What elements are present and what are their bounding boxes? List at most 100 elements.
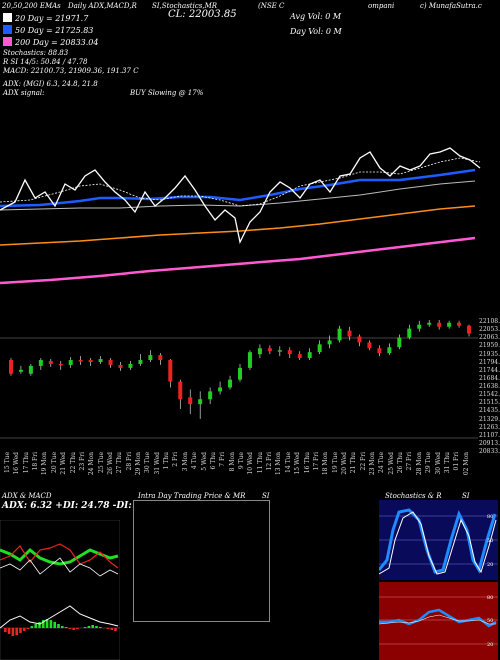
adx-panel-bg — [0, 520, 120, 660]
price-axis-label: 21263.55 — [479, 423, 500, 431]
stoch-value: Stochastics: 88.83 — [3, 49, 69, 57]
candle-down — [178, 381, 183, 400]
candle-up — [38, 360, 43, 366]
date-axis-label: 24 Mon — [88, 452, 96, 476]
date-axis-label: 19 Mon — [41, 452, 49, 476]
macd-bar — [95, 626, 98, 628]
candle-down — [8, 360, 13, 374]
candle-up — [28, 365, 33, 374]
macd-bar — [4, 628, 7, 632]
price-axis-label: 22063.1 — [479, 334, 500, 342]
macd-bar — [72, 628, 75, 630]
macd-bar — [11, 628, 15, 636]
candle-down — [48, 361, 53, 364]
stoch-k-line — [379, 508, 497, 574]
macd-value: MACD: 22100.73, 21909.36, 191.37 C — [3, 67, 139, 75]
date-axis-label: 15 Tue — [4, 452, 11, 473]
date-axis-label: 23 Fri — [78, 452, 86, 471]
macd-bar — [23, 628, 26, 631]
date-axis-label: 1 Thu — [163, 452, 171, 470]
date-axis-label: 30 Tue — [144, 452, 152, 473]
date-axis-label: 14 Tue — [284, 452, 292, 473]
candle-down — [367, 342, 372, 349]
ema50-label: 50 Day = 21725.83 — [15, 26, 94, 35]
date-axis-label: 26 Thu — [397, 452, 405, 474]
mr-title: Intra Day Trading Price & MR — [138, 492, 246, 500]
price-axis-label: 21935.95 — [479, 350, 500, 358]
candle-down — [357, 336, 362, 343]
candle-down — [297, 354, 302, 359]
macd-bar — [114, 628, 117, 631]
candle-down — [58, 363, 63, 366]
candle-up — [407, 328, 412, 338]
candle-down — [267, 348, 272, 352]
candle-up — [427, 322, 432, 325]
ema200-line — [0, 236, 476, 285]
date-axis-label: 11 Thu — [256, 452, 264, 474]
price-axis-label: 21542.9 — [479, 391, 500, 399]
macd-bar — [110, 628, 113, 630]
candle-up — [198, 399, 203, 405]
ema50-line — [0, 168, 476, 208]
date-axis-label: 25 Tue — [97, 452, 105, 473]
date-axis-label: 3 Mon — [181, 452, 189, 472]
candle-up — [68, 360, 73, 365]
date-axis-label: 23 Mon — [369, 452, 377, 476]
date-axis-label: 16 Wed — [13, 452, 21, 475]
date-axis-label: 2 Fri — [172, 452, 180, 467]
date-axis-label: 19 Tue — [331, 452, 339, 473]
candle-down — [108, 360, 113, 365]
legend-ema50: 50 Day = 21725.83 — [3, 25, 93, 35]
macd-bar — [49, 620, 53, 628]
stoch-d-line — [379, 511, 497, 575]
header-close: CL: 22003.85 — [168, 9, 237, 20]
candle-up — [128, 363, 133, 368]
date-axis-label: 12 Fri — [266, 452, 274, 471]
macd-bar — [83, 627, 87, 628]
macd-bar — [61, 626, 64, 628]
price-axis-label: 22108.25 — [479, 318, 500, 325]
date-axis-label: 30 Wed — [434, 452, 442, 475]
candle-down — [377, 348, 382, 354]
candle-up — [208, 391, 213, 400]
candle-up — [148, 355, 153, 361]
header-companies: ompani — [368, 2, 395, 10]
date-axis-label: 10 Wed — [247, 452, 255, 475]
macd-bar — [57, 624, 60, 628]
price-axis-label: 22053.15 — [479, 326, 500, 334]
candle-down — [168, 360, 173, 382]
candle-up — [327, 340, 332, 345]
price-axis-label: 21638.28 — [479, 383, 500, 390]
price-axis-label: 20833.5 — [479, 448, 500, 455]
macd-bar — [106, 628, 110, 629]
candle-down — [88, 360, 93, 362]
rsi-level-80: 80 — [487, 595, 493, 601]
stoch-level-20: 20 — [487, 562, 493, 568]
date-axis-label: 28 Fri — [125, 452, 133, 471]
stoch-title: Stochastics & R — [385, 492, 442, 500]
date-axis-label: 13 Mon — [275, 452, 283, 476]
legend-ema200: 200 Day = 20833.04 — [3, 37, 98, 47]
date-axis-label: 26 Wed — [106, 452, 114, 475]
price-axis-label: 21959.5 — [479, 342, 500, 350]
rsi-signal-line — [379, 614, 496, 625]
candle-down — [158, 355, 163, 361]
date-axis-label: 16 Thu — [303, 452, 311, 474]
candle-down — [347, 330, 352, 337]
price-axis-label: 21684.8 — [479, 374, 500, 382]
price-axis-label: 21515.15 — [479, 399, 500, 407]
price-axis-label: 21435.1 — [479, 407, 500, 415]
candle-up — [138, 360, 143, 364]
date-axis-label: 27 Fri — [406, 452, 414, 471]
macd-bar — [34, 624, 37, 628]
adx-minus-di — [0, 543, 119, 569]
date-axis-label: 20 Wed — [340, 452, 348, 475]
candle-up — [98, 359, 103, 362]
candle-up — [228, 379, 233, 388]
candle-up — [397, 337, 402, 348]
date-axis-label: 02 Mon — [462, 452, 470, 476]
ema20-swatch — [3, 13, 12, 22]
candle-up — [337, 328, 342, 341]
candle-up — [387, 347, 392, 354]
date-axis-label: 29 Mon — [135, 452, 143, 476]
